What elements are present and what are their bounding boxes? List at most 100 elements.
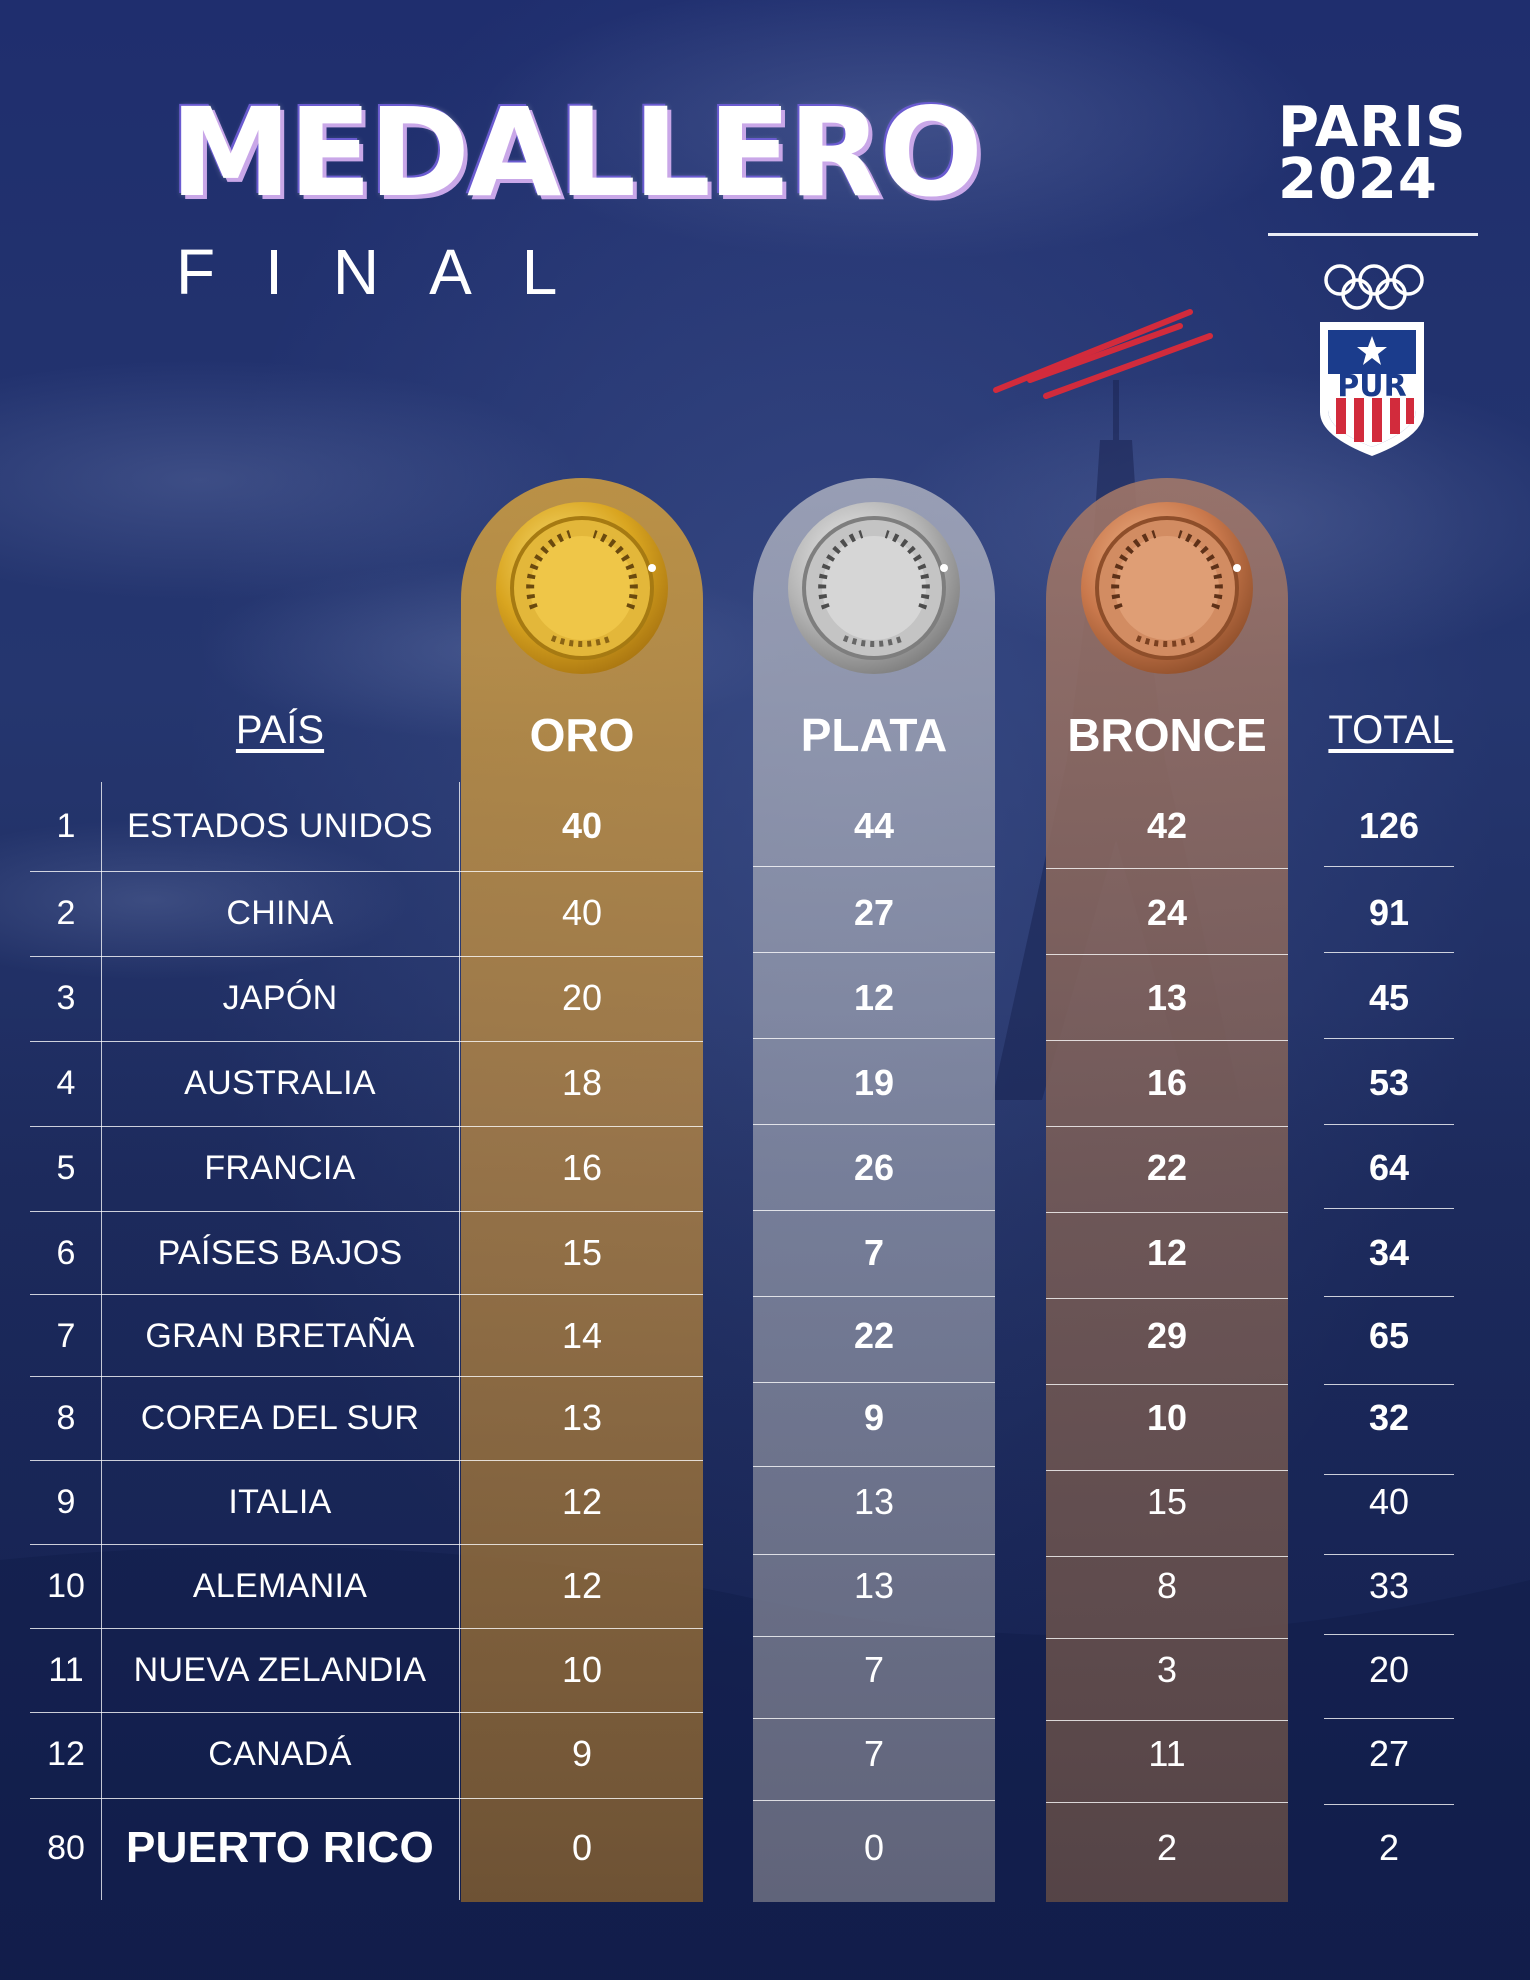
olympic-rings-icon [1324,264,1424,310]
total-count: 45 [1368,977,1410,1018]
gold-count: 20 [561,977,603,1018]
total-count: 34 [1368,1232,1410,1273]
paris-2024-logo: PARIS 2024 [1278,95,1468,207]
row-separator [753,1800,995,1801]
row-separator [753,1296,995,1297]
row-separator [753,952,995,953]
row-separator [1324,1296,1454,1297]
country-cell: FRANCIA [204,1148,356,1187]
row-separator [1046,1212,1288,1213]
rank-cell: 5 [56,1148,76,1187]
silver-count: 27 [853,892,895,933]
paris-logo-line1: PARIS [1278,95,1467,160]
silver-count: 26 [853,1147,895,1188]
row-separator [1324,1554,1454,1555]
bronze-count: 11 [1148,1733,1186,1774]
bronze-count: 15 [1146,1481,1188,1522]
gold-count: 40 [561,892,603,933]
row-separator [1046,1638,1288,1639]
row-separator [1324,952,1454,953]
bronze-count: 12 [1146,1232,1188,1273]
table-row: 9 ITALIA 12 13 15 40 [0,1460,1530,1544]
page-title: MEDALLERO [170,82,983,224]
silver-count: 44 [853,805,895,846]
table-row-puerto-rico: 80 PUERTO RICO 0 0 2 2 [0,1806,1530,1890]
gold-medal-icon [496,502,668,674]
row-separator [1324,1124,1454,1125]
rank-cell: 4 [56,1063,76,1102]
bronze-count: 22 [1146,1147,1188,1188]
row-separator [753,1382,995,1383]
gold-count: 12 [561,1481,603,1522]
table-row: 7 GRAN BRETAÑA 14 22 29 65 [0,1294,1530,1378]
silver-count: 13 [853,1481,895,1522]
table-row: 11 NUEVA ZELANDIA 10 7 3 20 [0,1628,1530,1712]
gold-count: 18 [561,1062,603,1103]
country-cell: JAPÓN [222,978,338,1017]
table-row: 4 AUSTRALIA 18 19 16 53 [0,1041,1530,1125]
header-oro: ORO [529,709,635,761]
row-separator [1324,1384,1454,1385]
header-total: TOTAL [1328,708,1454,752]
row-separator [1324,1474,1454,1475]
country-cell: NUEVA ZELANDIA [133,1650,427,1689]
row-separator [753,1554,995,1555]
gold-count: 12 [561,1565,603,1606]
bronze-count: 3 [1156,1649,1178,1690]
pur-shield-logo: PUR [1320,322,1424,456]
bronze-count: 42 [1146,805,1188,846]
country-cell: ITALIA [228,1482,332,1521]
row-separator [1046,1298,1288,1299]
row-separator [30,1460,703,1461]
rank-cell: 10 [47,1566,85,1605]
rank-cell: 1 [56,806,76,845]
silver-count: 0 [863,1827,885,1868]
country-cell: ALEMANIA [192,1566,368,1605]
row-separator [1046,1384,1288,1385]
bronze-column [1046,478,1288,1902]
silver-count: 13 [853,1565,895,1606]
header-bronce: BRONCE [1067,709,1267,761]
country-cell: ESTADOS UNIDOS [127,806,433,845]
row-separator [1046,1556,1288,1557]
silver-medal-icon [788,502,960,674]
bronze-count: 8 [1156,1565,1178,1606]
rank-cell: 2 [56,893,76,932]
rank-cell: 9 [56,1482,76,1521]
country-cell: CANADÁ [208,1734,352,1773]
table-row: 2 CHINA 40 27 24 91 [0,871,1530,955]
shield-letters: PUR [1337,369,1406,404]
gold-count: 16 [561,1147,603,1188]
silver-count: 9 [863,1397,885,1438]
silver-count: 12 [853,977,895,1018]
rank-cell: 8 [56,1398,76,1437]
total-count: 64 [1368,1147,1410,1188]
total-count: 20 [1368,1649,1410,1690]
gold-count: 0 [571,1827,593,1868]
bronze-count: 16 [1146,1062,1188,1103]
table-row: 6 PAÍSES BAJOS 15 7 12 34 [0,1211,1530,1295]
total-count: 126 [1358,805,1420,846]
country-divider [459,782,460,1900]
rank-cell: 11 [48,1650,84,1689]
row-separator [753,1718,995,1719]
row-separator [30,1211,703,1212]
total-count: 2 [1378,1827,1400,1868]
bronze-count: 29 [1146,1315,1188,1356]
gold-count: 9 [571,1733,593,1774]
rank-cell: 7 [56,1316,76,1355]
row-separator [1324,1038,1454,1039]
row-separator [1046,1040,1288,1041]
row-separator [1324,1804,1454,1805]
row-separator [30,1712,703,1713]
bronze-count: 2 [1156,1827,1178,1868]
row-separator [1046,1470,1288,1471]
row-separator [30,871,703,872]
country-cell: PAÍSES BAJOS [157,1233,403,1272]
silver-count: 7 [863,1733,885,1774]
bronze-count: 13 [1146,977,1188,1018]
row-separator [30,1126,703,1127]
table-row: 3 JAPÓN 20 12 13 45 [0,956,1530,1040]
silver-count: 22 [853,1315,895,1356]
silver-count: 19 [853,1062,895,1103]
